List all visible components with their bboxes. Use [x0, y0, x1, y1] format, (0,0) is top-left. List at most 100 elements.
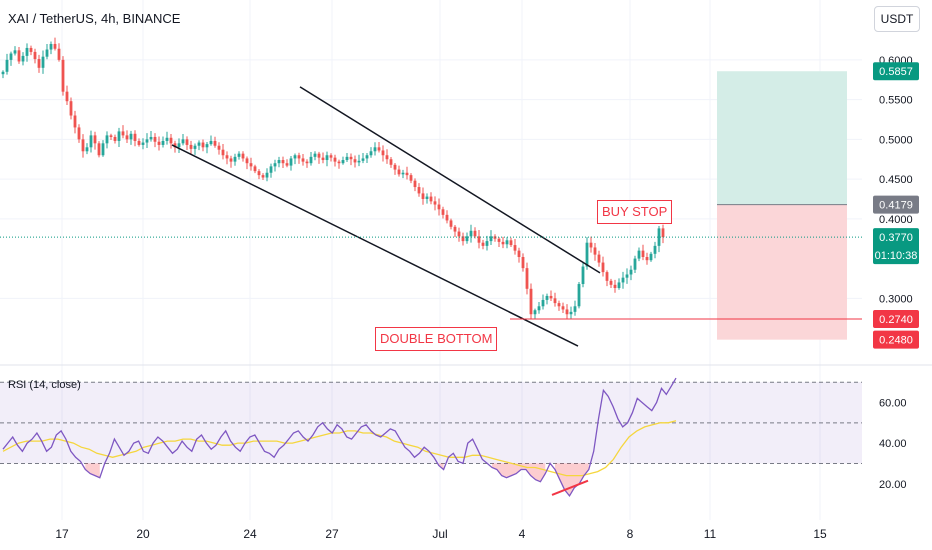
time-tick-label: 24 — [243, 527, 257, 541]
price-grid — [0, 0, 862, 520]
candle-body — [145, 139, 149, 143]
candle-body — [437, 204, 441, 210]
candle-body — [281, 160, 285, 164]
candle-body — [645, 257, 649, 261]
target-zone[interactable] — [717, 71, 847, 205]
candle-body — [269, 166, 273, 173]
support-price-tag-text: 0.2740 — [879, 314, 913, 326]
candle-body — [217, 145, 221, 150]
candle-body — [69, 101, 73, 116]
candle-body — [617, 282, 621, 288]
candle-body — [481, 242, 485, 246]
candle-body — [489, 236, 493, 242]
rsi-oversold-fill — [85, 463, 589, 496]
candle-body — [533, 310, 537, 315]
candle-body — [93, 135, 97, 144]
candle-body — [5, 59, 9, 72]
candle-body — [537, 306, 541, 311]
candle-body — [169, 137, 173, 144]
rsi-tick-label: 60.00 — [879, 398, 907, 410]
rsi-axis[interactable]: 60.00 40.00 20.00 — [879, 398, 907, 491]
candle-body — [57, 48, 61, 60]
candle-body — [249, 163, 253, 167]
candle-body — [65, 91, 69, 102]
candle-body — [349, 156, 353, 160]
stop-price-tag — [873, 330, 919, 349]
candle-body — [397, 169, 401, 175]
candle-body — [309, 156, 313, 164]
candle-body — [285, 163, 289, 166]
candle-body — [109, 135, 113, 137]
candle-body — [557, 303, 561, 307]
candle-body — [161, 140, 165, 145]
rsi-title: RSI (14, close) — [8, 379, 81, 391]
candle-body — [85, 147, 89, 152]
candle-body — [53, 43, 57, 49]
candle-body — [29, 47, 33, 52]
candle-body — [433, 201, 437, 205]
candle-body — [637, 250, 641, 259]
candle-body — [293, 155, 297, 159]
candle-body — [345, 156, 349, 161]
rsi-divergence-line[interactable] — [551, 479, 589, 496]
candles-group — [1, 37, 665, 320]
candle-body — [337, 161, 341, 164]
candle-body — [105, 135, 109, 144]
double-bottom-label[interactable]: DOUBLE BOTTOM — [375, 327, 498, 351]
candle-body — [45, 49, 49, 57]
channel-upper-line[interactable] — [299, 86, 601, 274]
candle-body — [41, 56, 45, 68]
stop-zone[interactable] — [717, 204, 847, 340]
buy-stop-label[interactable]: BUY STOP — [597, 200, 673, 224]
candle-body — [33, 51, 37, 60]
candle-body — [601, 262, 605, 273]
candle-body — [237, 153, 241, 157]
candle-body — [101, 143, 105, 156]
support-price-tag — [873, 310, 919, 328]
candle-body — [225, 155, 229, 159]
candle-body — [505, 240, 509, 245]
candle-body — [317, 153, 321, 158]
candle-body — [621, 277, 625, 283]
candle-body — [589, 242, 593, 248]
channel-lower-line[interactable] — [171, 144, 579, 347]
candle-body — [193, 145, 197, 149]
candle-body — [409, 175, 413, 181]
candle-body — [449, 220, 453, 227]
candle-body — [629, 269, 633, 275]
candle-body — [577, 284, 581, 307]
candle-body — [77, 127, 81, 140]
candle-body — [209, 140, 213, 145]
candle-body — [429, 196, 433, 202]
candle-body — [657, 228, 661, 246]
price-tick-label: 0.5500 — [879, 95, 913, 107]
time-tick-label: Jul — [432, 527, 447, 541]
candle-body — [641, 250, 645, 257]
candle-body — [609, 280, 613, 285]
candle-body — [561, 306, 565, 310]
candle-body — [301, 158, 305, 162]
time-tick-label: 17 — [55, 527, 69, 541]
time-axis[interactable]: 17 20 24 27 Jul 4 8 11 15 — [55, 527, 827, 541]
price-tick-label: 0.4500 — [879, 174, 913, 186]
candle-body — [201, 142, 205, 148]
candle-body — [565, 309, 569, 315]
candle-body — [581, 266, 585, 285]
candle-body — [325, 155, 329, 161]
candle-body — [369, 151, 373, 156]
candle-body — [241, 153, 245, 159]
candle-body — [129, 133, 133, 140]
candle-body — [633, 258, 637, 270]
candle-body — [221, 149, 225, 156]
candle-body — [597, 254, 601, 263]
candle-body — [21, 55, 25, 62]
candle-body — [233, 156, 237, 162]
candle-body — [373, 147, 377, 152]
time-tick-label: 15 — [813, 527, 827, 541]
candle-body — [13, 50, 17, 54]
currency-button[interactable]: USDT — [874, 6, 920, 32]
candle-body — [485, 241, 489, 246]
candle-body — [261, 175, 265, 178]
